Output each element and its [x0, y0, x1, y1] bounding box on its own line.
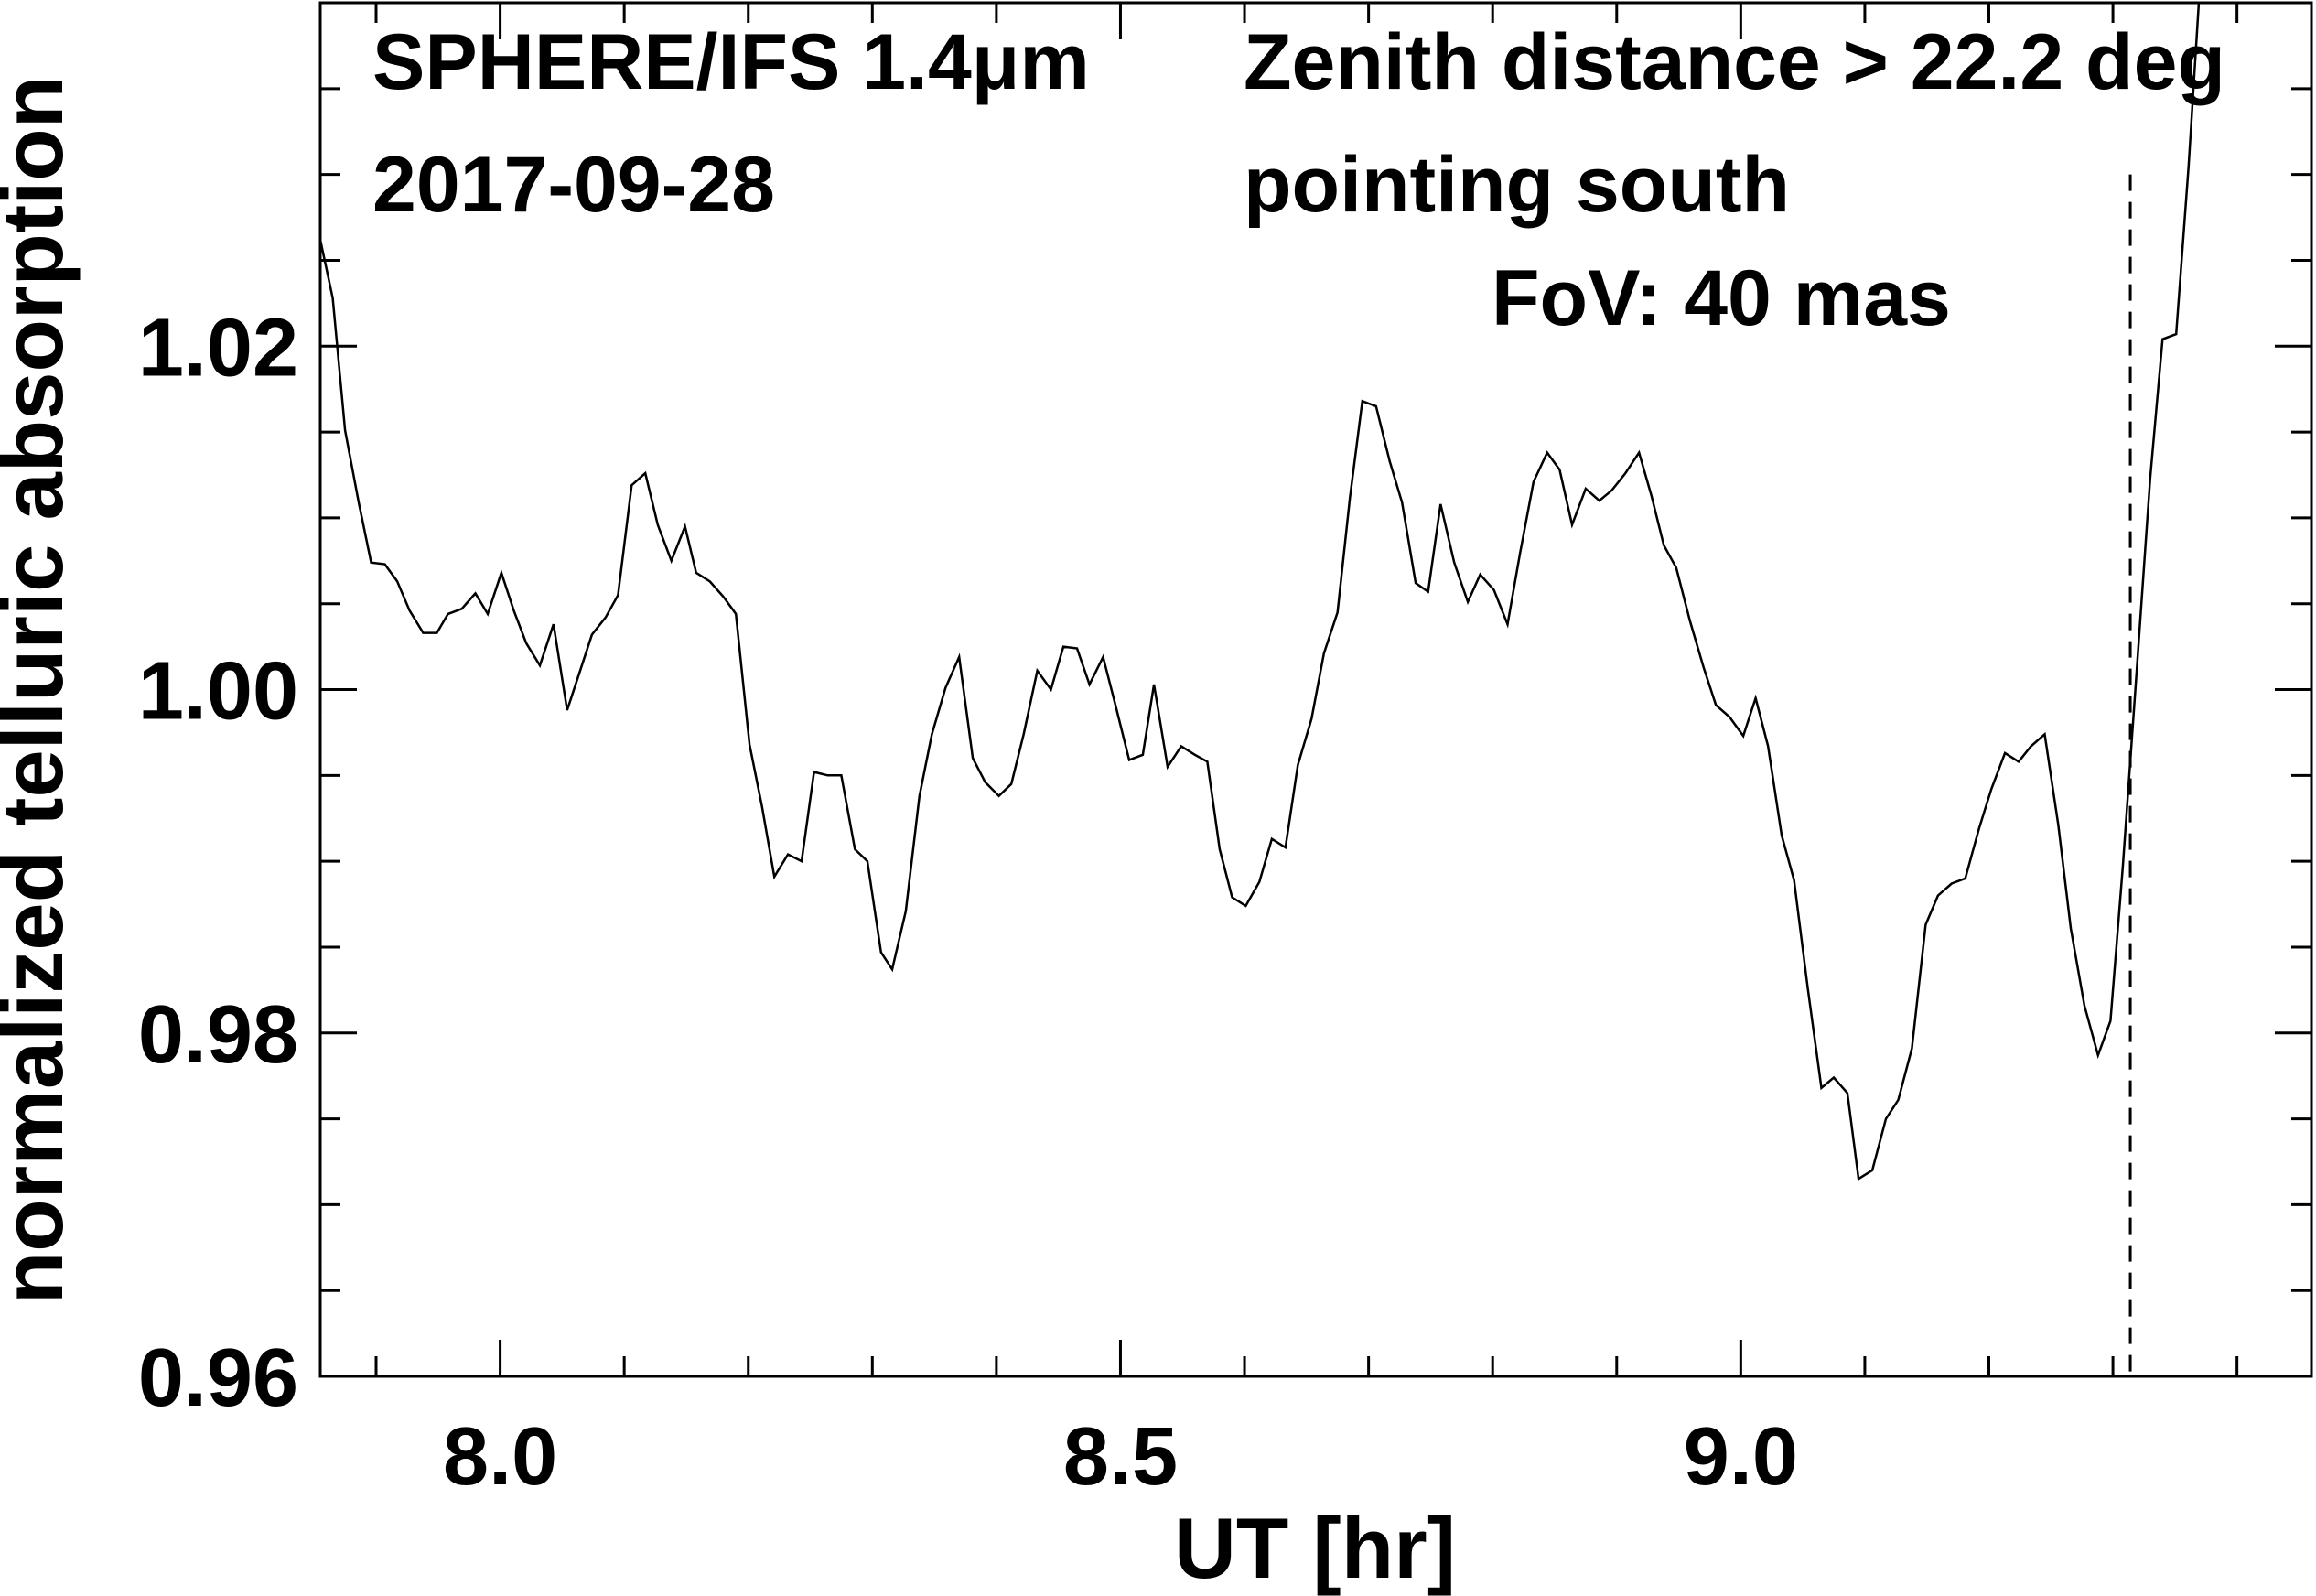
y-tick-label: 1.00 — [138, 646, 298, 738]
y-axis-label: normalized telluric absorption — [0, 76, 81, 1304]
y-tick-label: 0.96 — [138, 1332, 298, 1424]
x-axis-label: UT [hr] — [1174, 1500, 1456, 1596]
annotation: FoV: 40 mas — [1492, 254, 1951, 342]
annotation: Zenith distance > 22.2 deg — [1244, 18, 2225, 106]
annotation: pointing south — [1244, 141, 1790, 229]
y-tick-label: 1.02 — [138, 302, 298, 394]
annotation: SPHERE/IFS 1.4μm — [372, 18, 1090, 106]
x-tick-label: 9.0 — [1684, 1411, 1798, 1503]
data-line — [320, 3, 2201, 1181]
annotation: 2017-09-28 — [372, 141, 775, 229]
x-tick-label: 8.0 — [443, 1411, 557, 1503]
x-tick-label: 8.5 — [1063, 1411, 1178, 1503]
y-tick-label: 0.98 — [138, 989, 298, 1081]
